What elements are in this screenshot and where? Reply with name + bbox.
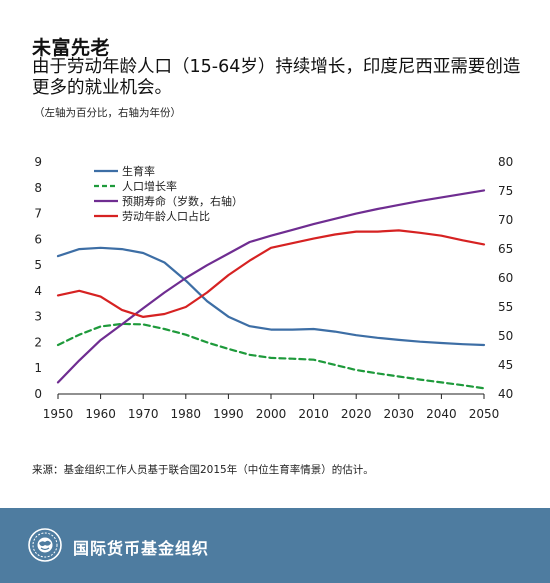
x-tick-label: 1980: [171, 407, 202, 421]
x-tick-label: 2000: [256, 407, 287, 421]
life-expectancy-line: [56, 189, 486, 384]
y-left-tick-label: 3: [34, 310, 42, 324]
y-right-tick-label: 60: [498, 271, 513, 285]
page-subtitle: 由于劳动年龄人口（15-64岁）持续增长，印度尼西亚需要创造更多的就业机会。: [32, 57, 521, 98]
x-tick-label: 2030: [384, 407, 415, 421]
y-left-tick-label: 8: [34, 181, 42, 195]
x-tick-label: 1950: [43, 407, 74, 421]
y-right-tick-label: 45: [498, 358, 513, 372]
x-tick-label: 2020: [341, 407, 372, 421]
y-left-tick-label: 5: [34, 258, 42, 272]
y-left-tick-label: 2: [34, 335, 42, 349]
org-name: 国际货币基金组织: [73, 539, 210, 558]
y-left-tick-label: 4: [34, 284, 42, 298]
y-right-tick-label: 75: [498, 184, 513, 198]
y-right-tick-label: 50: [498, 329, 513, 343]
y-right-tick-label: 40: [498, 387, 513, 401]
legend-label: 人口增长率: [122, 179, 177, 193]
x-tick-label: 1960: [85, 407, 116, 421]
y-right-tick-label: 70: [498, 213, 513, 227]
y-left-tick-label: 6: [34, 232, 42, 246]
line-chart: 1950 1960 1970 1980 1990 2000 2010 2020 2030 2040…: [34, 155, 513, 421]
y-left-tick-label: 9: [34, 155, 42, 169]
legend-label: 预期寿命（岁数，右轴）: [122, 194, 243, 208]
legend-label: 劳动年龄人口占比: [122, 209, 210, 223]
working-age-share-line: [56, 229, 486, 318]
x-tick-label: 2050: [469, 407, 500, 421]
x-tick-label: 1990: [213, 407, 244, 421]
imf-globe-seal-icon: [28, 528, 62, 562]
source-note: 来源：基金组织工作人员基于联合国2015年（中位生育率情景）的估计。: [32, 464, 374, 476]
y-right-tick-label: 65: [498, 242, 513, 256]
y-left-tick-label: 7: [34, 207, 42, 221]
y-left-tick-label: 1: [34, 361, 42, 375]
fertility-rate-line: [56, 246, 486, 347]
axis-note: （左轴为百分比，右轴为年份）: [34, 107, 181, 119]
y-left-tick-label: 0: [34, 387, 42, 401]
legend-label: 生育率: [122, 164, 155, 178]
x-tick-label: 1970: [128, 407, 159, 421]
y-right-tick-label: 80: [498, 155, 513, 169]
footer-bar: 国际货币基金组织: [0, 508, 550, 583]
chart-axes: 1950 1960 1970 1980 1990 2000 2010 2020 2030 2040…: [34, 155, 513, 421]
page-title: 未富先老: [32, 37, 111, 59]
x-tick-label: 2010: [298, 407, 329, 421]
population-growth-line: [56, 322, 486, 390]
chart-series: [56, 189, 486, 390]
x-tick-label: 2040: [426, 407, 457, 421]
y-right-tick-label: 55: [498, 300, 513, 314]
